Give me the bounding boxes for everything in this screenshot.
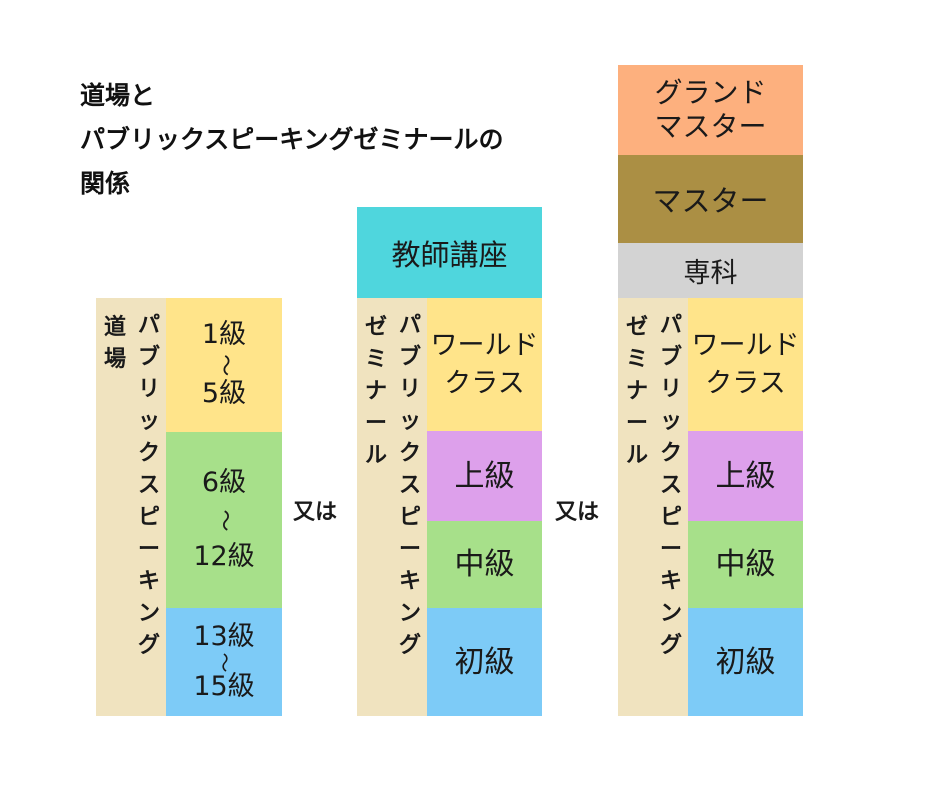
seminar-level-advanced: 上級 — [427, 431, 542, 521]
seminar-master-ps-vertical-label: パブリックスピーキング — [654, 310, 688, 662]
level-bottom: 12級 — [193, 540, 255, 572]
master-label: マスター — [652, 184, 769, 218]
vchar: ク — [137, 441, 160, 466]
vchar: ス — [137, 473, 160, 498]
seminar-master-level-beginner: 初級 — [688, 608, 803, 716]
vchar: リ — [659, 377, 682, 402]
title-line-2: パブリックスピーキングゼミナールの — [80, 125, 504, 154]
vchar: ッ — [398, 409, 421, 434]
seminar-level-beginner: 初級 — [427, 608, 542, 716]
teacher-course-block: 教師講座 — [357, 207, 542, 298]
level-label: ワールド クラス — [691, 329, 800, 399]
dojo-label-band — [96, 298, 166, 716]
dojo-level-13-15: 13級 〜 15級 — [166, 608, 282, 716]
vchar: ゼ — [625, 315, 648, 340]
title-line-3: 関係 — [80, 169, 131, 198]
vchar: リ — [137, 377, 160, 402]
level-tilde: 〜 — [212, 652, 237, 672]
vchar: 道 — [103, 315, 126, 340]
vchar: ブ — [137, 345, 160, 370]
vchar: ン — [137, 601, 160, 626]
seminar-master-level-world-class: ワールド クラス — [688, 298, 803, 431]
vchar: ピ — [659, 505, 682, 530]
dojo-level-6-12: 6級 〜 12級 — [166, 432, 282, 608]
level-tilde: 〜 — [211, 508, 237, 532]
seminar-ps-vertical-label: パブリックスピーキング — [393, 310, 427, 662]
vchar: ナ — [364, 379, 387, 404]
vchar: ピ — [398, 505, 421, 530]
level-label: 初級 — [454, 644, 515, 680]
dojo-column: 道場 パブリックスピーキング 1級 〜 5級 6級 〜 12級 13級 〜 15… — [96, 298, 282, 716]
level-top: 1級 — [201, 319, 247, 351]
vchar: リ — [398, 377, 421, 402]
separator-or-1: 又は — [293, 500, 338, 525]
level-bottom: 5級 — [201, 378, 247, 410]
seminar-master-label-band — [618, 298, 688, 716]
vchar: パ — [137, 313, 160, 338]
level-label: 中級 — [454, 547, 515, 582]
vchar: パ — [398, 313, 421, 338]
master-block: マスター — [618, 155, 803, 243]
vchar: ー — [398, 537, 421, 562]
vchar: ス — [398, 473, 421, 498]
vchar: パ — [659, 313, 682, 338]
level-label: 初級 — [715, 644, 776, 680]
vchar: ッ — [137, 409, 160, 434]
vchar: ブ — [398, 345, 421, 370]
dojo-level-1-5: 1級 〜 5級 — [166, 298, 282, 432]
specialist-block: 専科 — [618, 243, 803, 298]
vchar: グ — [659, 633, 682, 658]
vchar: ル — [625, 443, 648, 468]
seminar-level-world-class: ワールド クラス — [427, 298, 542, 431]
level-top: 13級 — [193, 621, 255, 653]
level-label: ワールド クラス — [430, 329, 539, 399]
grand-master-label: グランド マスター — [654, 76, 767, 143]
vchar: ー — [137, 537, 160, 562]
seminar-column: ゼミナール パブリックスピーキング ワールド クラス 上級 中級 初級 — [357, 298, 542, 716]
level-label: 中級 — [715, 547, 776, 582]
vchar: グ — [137, 633, 160, 658]
vchar: キ — [137, 569, 160, 594]
dojo-vertical-label: 道場 — [98, 312, 132, 376]
seminar-level-intermediate: 中級 — [427, 521, 542, 608]
seminar-master-vertical-label: ゼミナール — [620, 312, 654, 472]
level-bottom: 15級 — [193, 670, 255, 702]
vchar: ゼ — [364, 315, 387, 340]
seminar-label-band — [357, 298, 427, 716]
seminar-master-level-intermediate: 中級 — [688, 521, 803, 608]
vchar: ン — [659, 601, 682, 626]
seminar-master-level-advanced: 上級 — [688, 431, 803, 521]
vchar: ー — [659, 537, 682, 562]
separator-or-2: 又は — [555, 500, 600, 525]
vchar: ス — [659, 473, 682, 498]
vchar: ー — [625, 411, 648, 436]
title-line-1: 道場と — [80, 81, 156, 110]
vchar: ク — [659, 441, 682, 466]
dojo-ps-vertical-label: パブリックスピーキング — [132, 310, 166, 662]
vchar: ン — [398, 601, 421, 626]
vchar: 場 — [103, 347, 126, 372]
vchar: ッ — [659, 409, 682, 434]
vchar: ブ — [659, 345, 682, 370]
vchar: ル — [364, 443, 387, 468]
seminar-vertical-label: ゼミナール — [359, 312, 393, 472]
vchar: ー — [364, 411, 387, 436]
vchar: ピ — [137, 505, 160, 530]
vchar: ナ — [625, 379, 648, 404]
teacher-course-label: 教師講座 — [391, 237, 508, 272]
level-tilde: 〜 — [212, 353, 238, 376]
diagram-title: 道場と パブリックスピーキングゼミナールの 関係 — [80, 74, 640, 206]
level-top: 6級 — [201, 467, 247, 498]
grand-master-block: グランド マスター — [618, 65, 803, 155]
vchar: キ — [398, 569, 421, 594]
vchar: グ — [398, 633, 421, 658]
level-label: 上級 — [715, 458, 776, 494]
vchar: キ — [659, 569, 682, 594]
specialist-label: 専科 — [683, 258, 738, 289]
seminar-master-column: ゼミナール パブリックスピーキング ワールド クラス 上級 中級 初級 — [618, 298, 803, 716]
level-label: 上級 — [454, 458, 515, 494]
vchar: ミ — [625, 347, 648, 372]
vchar: ク — [398, 441, 421, 466]
vchar: ミ — [364, 347, 387, 372]
